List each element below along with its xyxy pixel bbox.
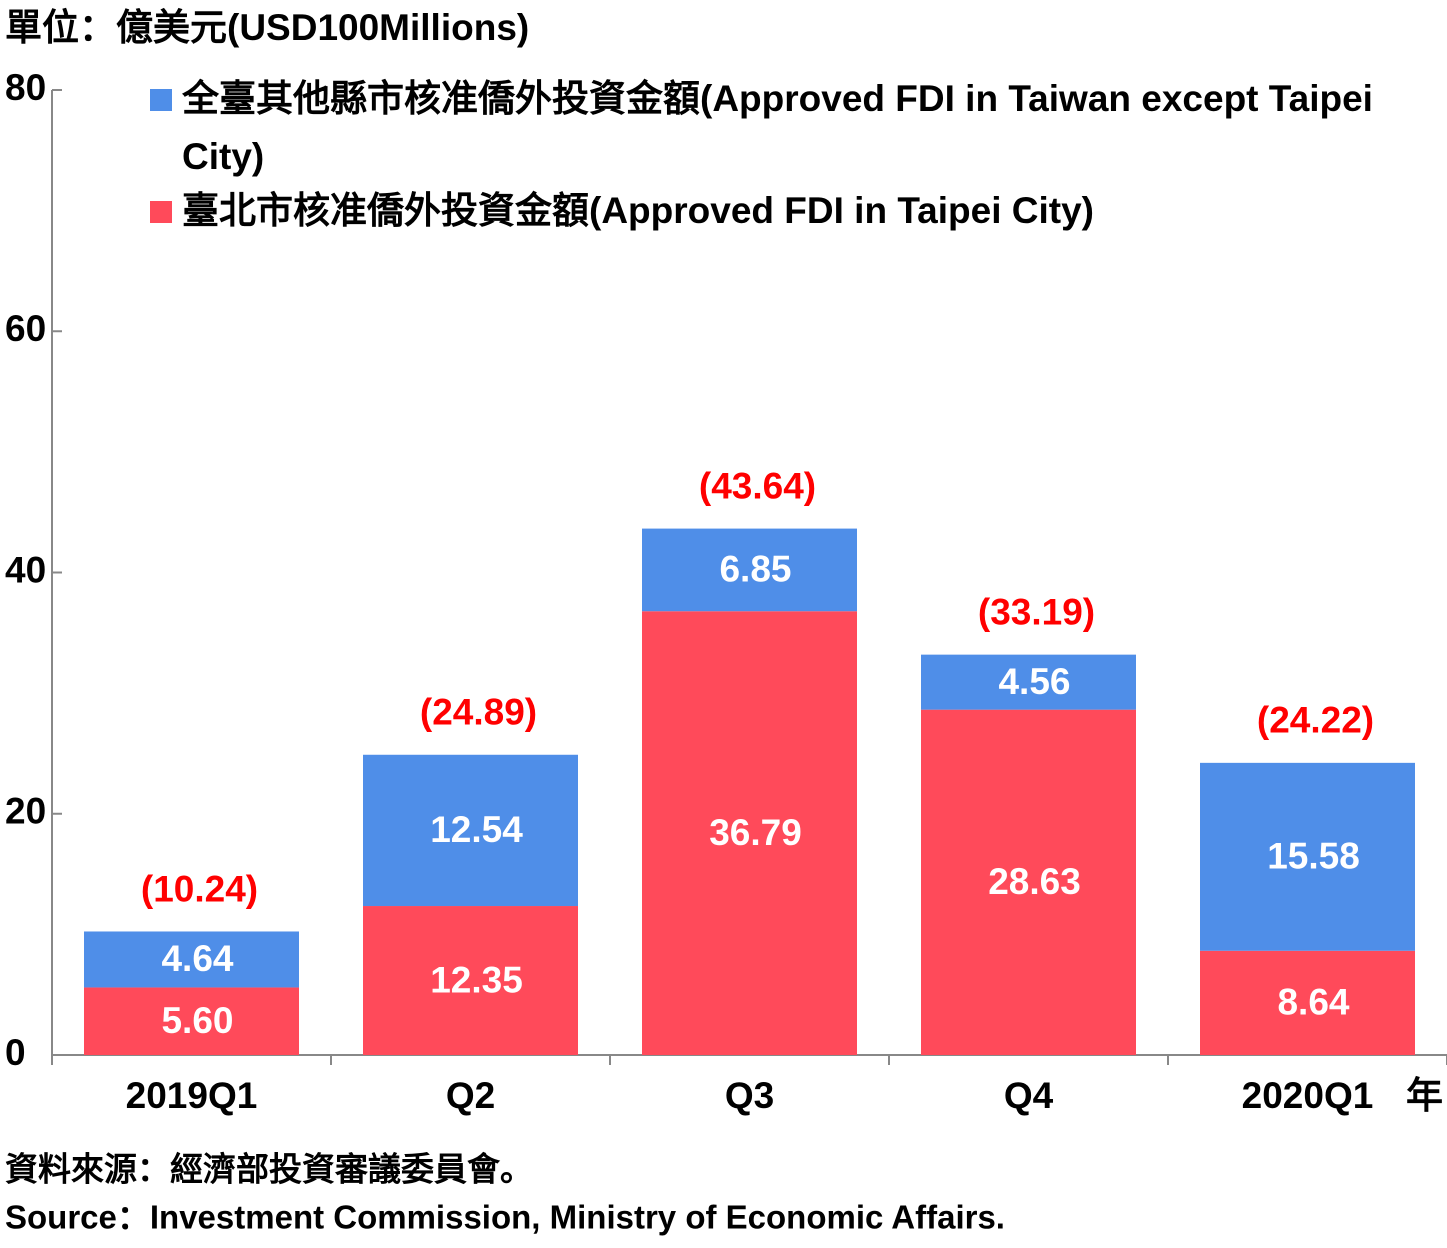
value-label: 4.64: [161, 938, 233, 979]
value-label: 28.63: [988, 861, 1081, 902]
total-label: (33.19): [978, 591, 1095, 632]
value-label: 15.58: [1267, 836, 1360, 877]
total-label: (24.89): [420, 692, 537, 733]
x-tick-label: Q2: [446, 1075, 495, 1116]
source-en: Source：Investment Commission, Ministry o…: [5, 1199, 1005, 1236]
legend-label: 全臺其他縣市核准僑外投資金額(Approved FDI in Taiwan ex…: [182, 78, 1373, 177]
bar-segment: [921, 654, 1136, 710]
bar-segment: [1200, 950, 1415, 1055]
bar-segment: [642, 528, 857, 612]
value-label: 12.35: [430, 959, 523, 1000]
y-tick-label: 20: [5, 791, 46, 832]
x-tick-label: 2019Q1: [126, 1075, 258, 1116]
total-label: (43.64): [699, 465, 816, 506]
bar-segment: [642, 611, 857, 1055]
bar-segment: [921, 709, 1136, 1055]
bar-segment: [1200, 762, 1415, 951]
x-tick-label: 2020Q1: [1242, 1075, 1374, 1116]
value-label: 12.54: [430, 809, 523, 850]
x-unit-label: 年: [1406, 1075, 1443, 1116]
x-tick-label: Q3: [725, 1075, 774, 1116]
y-tick-label: 80: [5, 67, 46, 108]
value-label: 4.56: [998, 661, 1070, 702]
y-tick-label: 40: [5, 549, 46, 590]
value-label: 8.64: [1277, 982, 1349, 1023]
bar-segment: [84, 987, 299, 1055]
value-label: 36.79: [709, 812, 802, 853]
legend-swatch: [150, 89, 172, 111]
legend-label: 臺北市核准僑外投資金額(Approved FDI in Taipei City): [182, 190, 1094, 231]
y-tick-label: 60: [5, 308, 46, 349]
y-tick-label: 0: [5, 1032, 26, 1073]
value-label: 6.85: [719, 549, 791, 590]
legend-swatch: [150, 201, 172, 223]
value-label: 5.60: [161, 1000, 233, 1041]
total-label: (10.24): [141, 868, 258, 909]
x-tick-label: Q4: [1004, 1075, 1054, 1116]
total-label: (24.22): [1257, 700, 1374, 741]
bar-segment: [363, 906, 578, 1055]
bar-segment: [363, 754, 578, 907]
source-zh: 資料來源：經濟部投資審議委員會。: [5, 1151, 533, 1188]
bar-segment: [84, 931, 299, 988]
unit-label: 單位：億美元(USD100Millions): [5, 7, 529, 48]
